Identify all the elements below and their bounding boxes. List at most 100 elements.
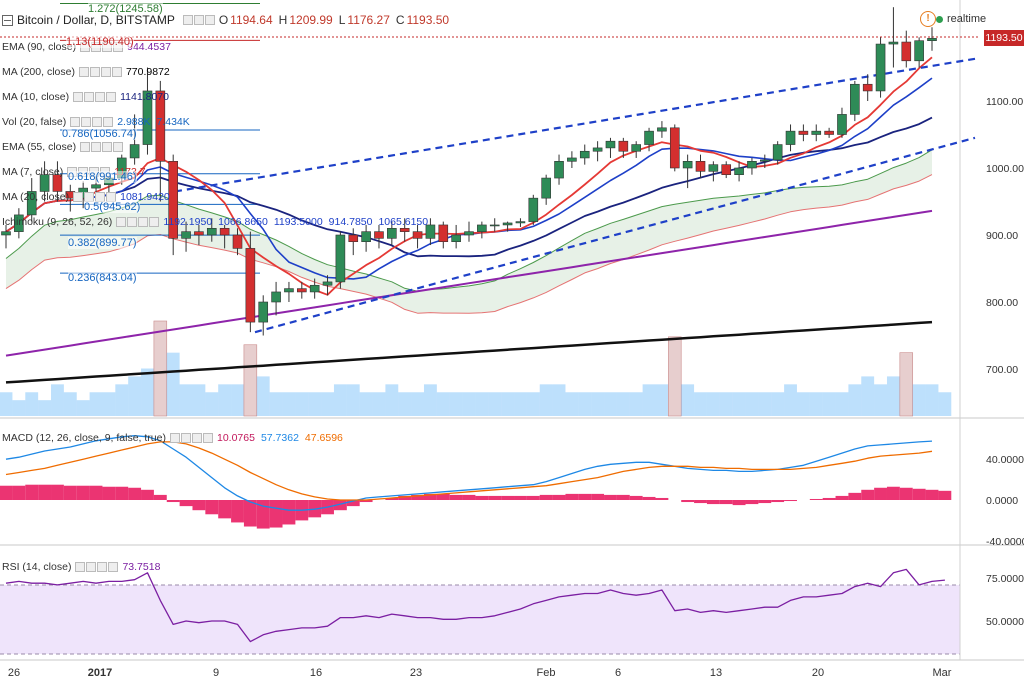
channel-lower (254, 136, 976, 334)
volume-bar (565, 392, 579, 416)
volume-bar (321, 392, 334, 416)
indicator-controls[interactable] (116, 217, 160, 227)
macd-histogram-bar (333, 500, 347, 511)
symbol-title: Bitcoin / Dollar, D, BITSTAMP (17, 13, 175, 27)
candle-body (232, 234, 243, 249)
indicator-controls[interactable] (80, 142, 124, 152)
macd-histogram-bar (38, 484, 52, 500)
candle-body (837, 114, 847, 135)
indicator-row[interactable]: MA (10, close) 1141.8070 (2, 90, 175, 104)
macd-histogram-bar (63, 485, 77, 500)
indicator-controls[interactable] (169, 433, 213, 443)
volume-bar (38, 400, 52, 416)
ichimoku-cloud (6, 149, 932, 314)
indicator-controls[interactable] (75, 562, 119, 572)
candle-body (605, 140, 616, 149)
candle-body (271, 291, 281, 303)
open-value: 1194.64 (230, 13, 273, 27)
macd-histogram-bar (411, 494, 424, 500)
candle-body (335, 234, 346, 283)
volume-bar (102, 392, 116, 416)
candle-body (567, 157, 577, 162)
macd-histogram-bar (218, 500, 232, 519)
volume-bar (886, 376, 900, 416)
x-tick-label: 9 (213, 667, 219, 679)
ichimoku-span-b (5, 174, 933, 314)
candle-body (168, 161, 178, 239)
volume-bar (89, 392, 103, 416)
macd-histogram-bar (153, 494, 167, 500)
macd-histogram-bar (732, 500, 746, 506)
warning-icon[interactable]: ! (920, 11, 936, 27)
volume-bar (539, 384, 553, 416)
x-tick-label: 2017 (88, 667, 112, 679)
x-tick-label: Mar (933, 667, 952, 679)
candle-body (708, 164, 719, 172)
indicator-row[interactable]: Vol (20, false) 2.988K 7.434K (2, 115, 196, 129)
macd-legend[interactable]: MACD (12, 26, close, 9, false, true) 10.0… (2, 431, 349, 445)
candle-body (374, 231, 384, 239)
macd-histogram-bar (0, 485, 13, 500)
macd-histogram-bar (526, 495, 540, 500)
macd-histogram-bar (629, 495, 643, 500)
macd-histogram-bar (848, 492, 862, 500)
candle-body (927, 38, 937, 41)
macd-histogram-bar (861, 489, 875, 500)
indicator-row[interactable]: MA (200, close) 770.9872 (2, 65, 176, 79)
macd-histogram-bar (938, 490, 952, 500)
indicator-name: MA (7, close) (2, 166, 64, 178)
fib-level-label: 0.382(899.77) (68, 237, 137, 249)
macd-histogram-bar (282, 500, 296, 525)
macd-histogram-bar (642, 496, 656, 500)
macd-histogram-bar (243, 500, 257, 527)
macd-histogram-bar (539, 494, 553, 500)
macd-histogram-bar (89, 485, 103, 500)
indicator-row[interactable]: MA (20, close) 1081.9420 (2, 190, 176, 204)
candle-body (52, 174, 63, 192)
volume-bar (141, 368, 154, 416)
header-controls[interactable] (182, 15, 215, 25)
fib-level-label: 0.786(1056.74) (62, 128, 137, 140)
candle-body (721, 164, 732, 175)
volume-bar (629, 392, 643, 416)
x-tick-label: 16 (310, 667, 322, 679)
volume-bar (115, 384, 129, 416)
high-value: 1209.99 (289, 13, 333, 27)
volume-bar (758, 392, 772, 416)
indicator-name: RSI (14, close) (2, 561, 72, 573)
rsi-legend[interactable]: RSI (14, close) 73.7518 (2, 560, 166, 574)
indicator-name: EMA (55, close) (2, 141, 77, 153)
candle-body (477, 224, 487, 232)
volume-bar (796, 392, 810, 416)
macd-histogram-bar (745, 500, 759, 505)
candle-body (760, 159, 770, 162)
volume-bar (153, 320, 168, 417)
candle-body (489, 224, 500, 227)
last-price-badge: 1193.50 (984, 30, 1024, 46)
indicator-controls[interactable] (73, 92, 117, 102)
volume-bar (642, 384, 656, 416)
indicator-value: 2.988K (117, 116, 151, 128)
indicator-value: 1192.1950 (163, 216, 213, 228)
indicator-value: 1081.9420 (120, 191, 170, 203)
x-tick-label: 20 (812, 667, 824, 679)
candle-body (657, 127, 667, 132)
candle-body (695, 161, 706, 172)
indicator-row[interactable]: EMA (55, close) (2, 140, 127, 154)
x-tick-label: Feb (537, 667, 556, 679)
macd-histogram-bar (205, 500, 219, 515)
channel-upper (174, 57, 976, 193)
indicator-controls[interactable] (70, 117, 114, 127)
volume-bar (308, 392, 322, 416)
indicator-row[interactable]: Ichimoku (9, 26, 52, 26) 1192.1950 1066.86… (2, 215, 434, 229)
rsi-line (5, 568, 945, 643)
volume-bar (488, 392, 502, 416)
indicator-controls[interactable] (78, 67, 122, 77)
fib-level-label: 0.618(991.46) (68, 171, 137, 183)
macd-histogram-bar (51, 484, 64, 500)
ema90-line (5, 209, 933, 357)
volume-bar (192, 384, 206, 416)
collapse-toggle-icon[interactable] (2, 14, 13, 26)
candle-body (515, 221, 526, 224)
